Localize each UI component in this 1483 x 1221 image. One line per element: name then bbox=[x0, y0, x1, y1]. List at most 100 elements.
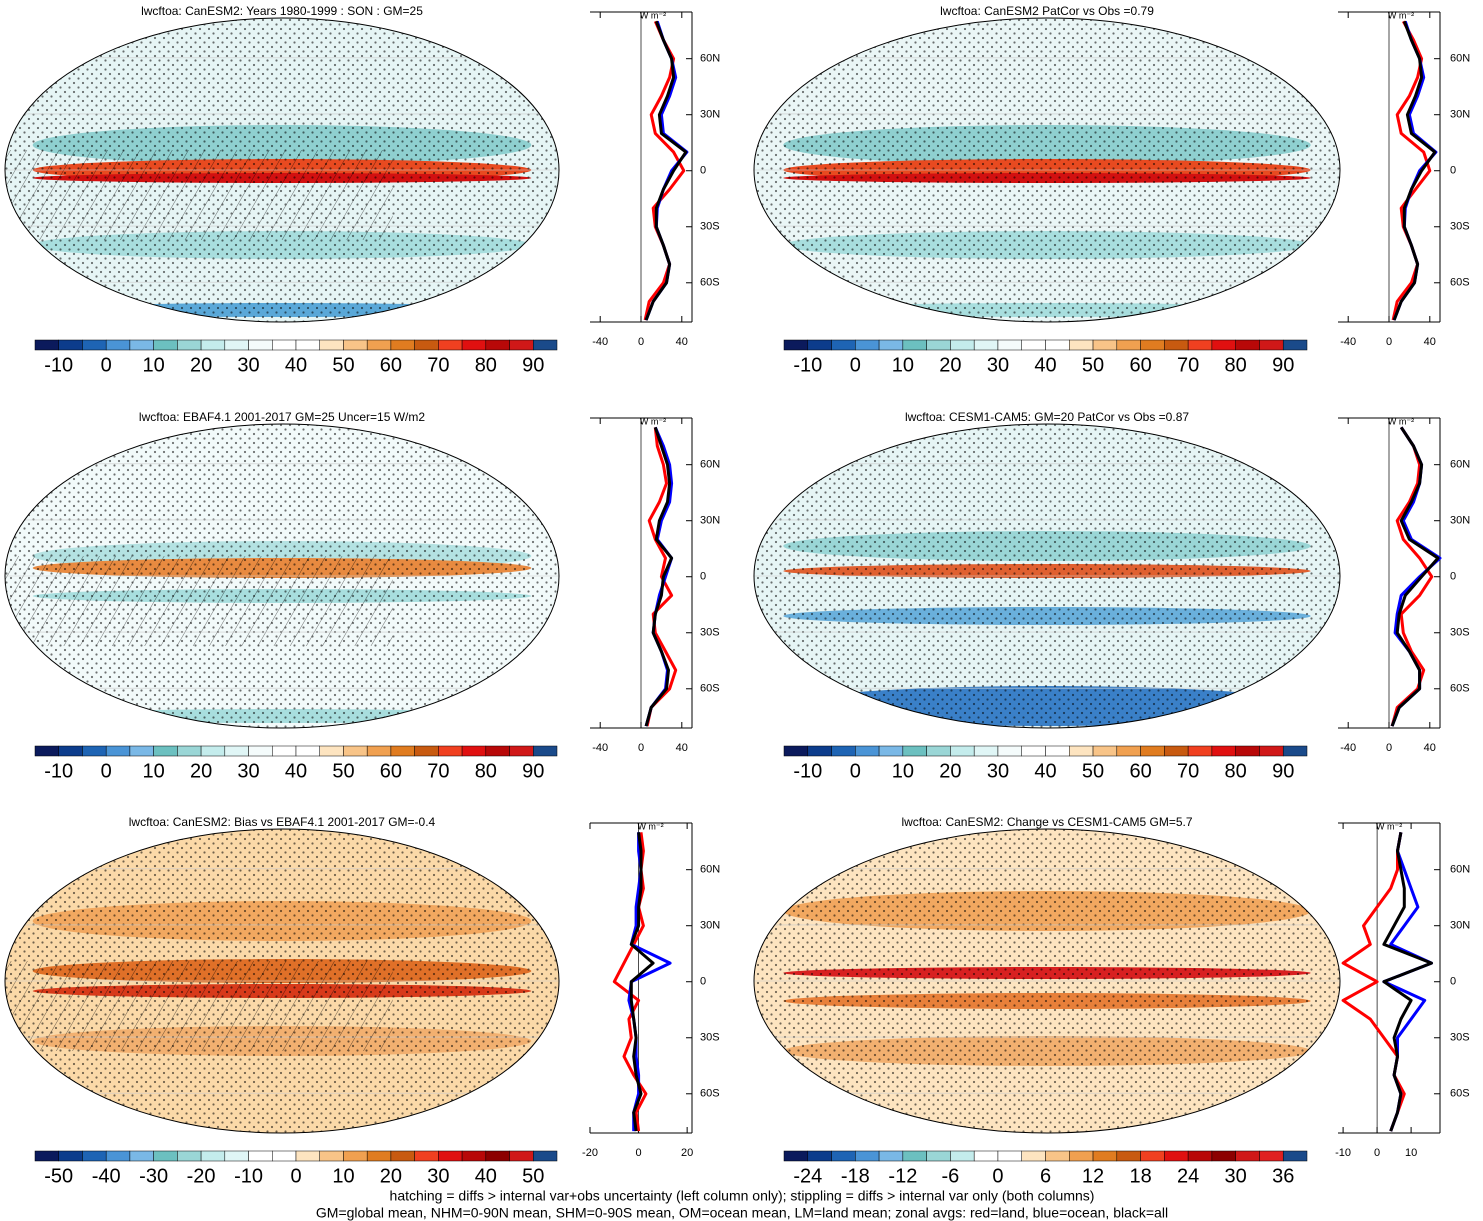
colorbar-label: -40 bbox=[92, 1165, 121, 1187]
y-tick-label: 60N bbox=[700, 864, 720, 876]
colorbar-label: 30 bbox=[237, 354, 259, 376]
colorbar-box bbox=[105, 745, 131, 757]
panel-title: lwcftoa: CESM1-CAM5: GM=20 PatCor vs Obs… bbox=[905, 410, 1189, 424]
colorbar-label: -24 bbox=[793, 1165, 822, 1187]
panel-title: lwcftoa: EBAF4.1 2001-2017 GM=25 Uncer=1… bbox=[139, 410, 425, 424]
colorbar-box bbox=[997, 339, 1022, 351]
colorbar-box bbox=[200, 339, 226, 351]
y-tick-label: 0 bbox=[700, 165, 706, 177]
colorbar-label: 10 bbox=[332, 1165, 354, 1187]
x-tick-label: 40 bbox=[1424, 336, 1436, 348]
colorbar-label: -30 bbox=[139, 1165, 168, 1187]
colorbar-label: 70 bbox=[427, 760, 449, 782]
colorbar-box bbox=[58, 339, 83, 351]
x-tick-label: 10 bbox=[1405, 1147, 1417, 1159]
colorbar-box bbox=[1116, 339, 1141, 351]
colorbar-box bbox=[1021, 745, 1046, 757]
map bbox=[5, 18, 559, 322]
colorbar-box bbox=[1164, 339, 1189, 351]
colorbar-box bbox=[390, 339, 415, 351]
colorbar-box bbox=[248, 745, 273, 757]
y-tick-label: 60N bbox=[700, 53, 720, 65]
colorbar-label: 20 bbox=[939, 354, 961, 376]
zonal-line bbox=[629, 832, 655, 1132]
colorbar-box bbox=[973, 339, 999, 351]
colorbar-label: -50 bbox=[44, 1165, 73, 1187]
colorbar-box bbox=[1092, 745, 1118, 757]
colorbar-box bbox=[438, 339, 463, 351]
x-tick-label: 0 bbox=[1386, 336, 1392, 348]
colorbar-box bbox=[224, 1150, 249, 1162]
colorbar-box bbox=[319, 1150, 344, 1162]
colorbar-box bbox=[878, 339, 904, 351]
colorbar-box bbox=[1235, 1150, 1260, 1162]
zonal-units: W m⁻² bbox=[640, 416, 666, 426]
colorbar-label: 10 bbox=[143, 760, 165, 782]
y-tick-label: 30S bbox=[700, 627, 720, 639]
map bbox=[5, 829, 559, 1133]
colorbar-box bbox=[533, 339, 558, 351]
colorbar-label: 20 bbox=[190, 760, 212, 782]
x-tick-label: -20 bbox=[582, 1147, 598, 1159]
colorbar-label: 50 bbox=[1082, 354, 1104, 376]
panel-title: lwcftoa: CanESM2 PatCor vs Obs =0.79 bbox=[940, 4, 1154, 18]
colorbar-box bbox=[997, 745, 1022, 757]
panel-title: lwcftoa: CanESM2: Bias vs EBAF4.1 2001-2… bbox=[129, 815, 436, 829]
map-border bbox=[4, 423, 560, 729]
colorbar-box bbox=[855, 339, 880, 351]
colorbar-box bbox=[82, 339, 107, 351]
footer-note: hatching = diffs > internal var+obs unce… bbox=[390, 1188, 1095, 1204]
colorbar-label: -12 bbox=[888, 1165, 917, 1187]
colorbar-label: 12 bbox=[1082, 1165, 1104, 1187]
colorbar-box bbox=[153, 339, 178, 351]
colorbar-box bbox=[153, 1150, 178, 1162]
colorbar-box bbox=[1092, 1150, 1118, 1162]
colorbar-label: 30 bbox=[987, 354, 1009, 376]
zonal-line bbox=[1382, 832, 1433, 1132]
colorbar-box bbox=[390, 1150, 415, 1162]
map-border bbox=[4, 17, 560, 323]
zonal-line bbox=[1341, 832, 1406, 1132]
colorbar-box bbox=[783, 339, 809, 351]
colorbar-box bbox=[807, 745, 832, 757]
colorbar-label: -18 bbox=[841, 1165, 870, 1187]
colorbar-box bbox=[950, 745, 975, 757]
y-tick-label: 30S bbox=[700, 221, 720, 233]
colorbar-box bbox=[902, 745, 927, 757]
x-tick-label: -10 bbox=[1335, 1147, 1351, 1159]
map-border bbox=[753, 17, 1341, 323]
colorbar-box bbox=[1187, 1150, 1213, 1162]
colorbar-box bbox=[438, 745, 463, 757]
zonal-line bbox=[1390, 426, 1434, 727]
colorbar-box bbox=[177, 339, 202, 351]
colorbar-box bbox=[272, 339, 297, 351]
map bbox=[5, 424, 559, 728]
colorbar-box bbox=[1259, 1150, 1284, 1162]
colorbar-box bbox=[224, 339, 249, 351]
colorbar-box bbox=[902, 339, 927, 351]
panel-title: lwcftoa: CanESM2: Change vs CESM1-CAM5 G… bbox=[901, 815, 1192, 829]
colorbar-box bbox=[105, 1150, 131, 1162]
colorbar-label: -10 bbox=[793, 354, 822, 376]
colorbar-box bbox=[950, 339, 975, 351]
zonal-units: W m⁻² bbox=[640, 10, 666, 20]
colorbar-label: 0 bbox=[850, 354, 861, 376]
colorbar-label: 24 bbox=[1177, 1165, 1199, 1187]
colorbar-box bbox=[366, 1150, 392, 1162]
y-tick-label: 0 bbox=[700, 571, 706, 583]
x-tick-label: 40 bbox=[1424, 742, 1436, 754]
zonal-line bbox=[645, 427, 678, 727]
colorbar-box bbox=[855, 1150, 880, 1162]
colorbar-box bbox=[366, 745, 392, 757]
colorbar-label: 50 bbox=[332, 760, 354, 782]
colorbar-label: 70 bbox=[1177, 760, 1199, 782]
colorbar-label: -10 bbox=[234, 1165, 263, 1187]
x-tick-label: 20 bbox=[681, 1147, 693, 1159]
zonal-line bbox=[1391, 20, 1432, 321]
colorbar-box bbox=[878, 1150, 904, 1162]
colorbar-box bbox=[831, 339, 856, 351]
colorbar-box bbox=[153, 745, 178, 757]
panel-title: lwcftoa: CanESM2: Years 1980-1999 : SON … bbox=[141, 4, 423, 18]
colorbar-box bbox=[1069, 745, 1094, 757]
colorbar-box bbox=[1211, 745, 1236, 757]
